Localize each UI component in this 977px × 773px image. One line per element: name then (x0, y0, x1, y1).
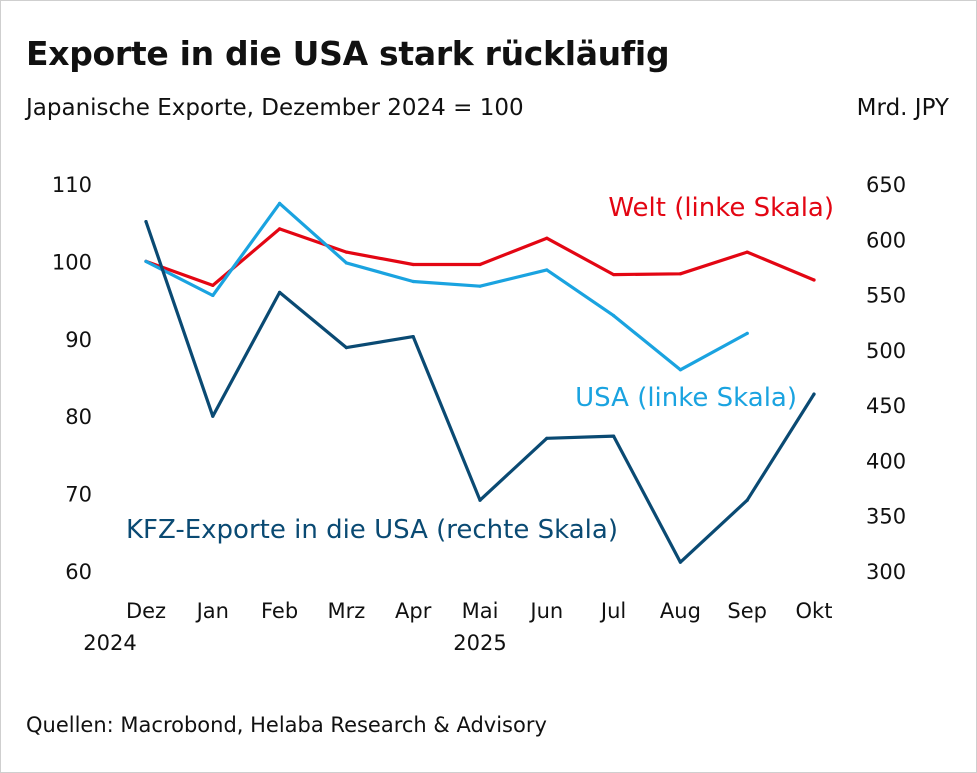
series-1-point-mrz (344, 250, 348, 254)
x-tick-label-aug: Aug (660, 599, 701, 623)
series-2-point-aug (678, 368, 683, 372)
chart-subtitle: Japanische Exporte, Dezember 2024 = 100 (26, 95, 524, 121)
right-tick-label-300: 300 (866, 560, 906, 584)
series-1-point-sep (745, 250, 749, 254)
x-tick-label-mai: Mai (462, 599, 499, 623)
left-tick-label-80: 80 (65, 405, 92, 429)
series-2-point-jul (612, 313, 616, 318)
x-tick-label-okt: Okt (796, 599, 833, 623)
left-tick-label-90: 90 (65, 328, 92, 352)
series-3-point-sep (745, 498, 749, 502)
series-2-point-mrz (344, 261, 348, 265)
series-3-point-apr (411, 334, 415, 339)
series-2-line (144, 201, 749, 372)
series-2-point-sep (745, 331, 749, 335)
chart-title: Exporte in die USA stark rückläufig (26, 34, 670, 73)
right-tick-label-550: 550 (866, 284, 906, 308)
series-1-point-okt (812, 278, 816, 282)
left-tick-label-60: 60 (65, 560, 92, 584)
right-tick-label-450: 450 (866, 394, 906, 418)
series-3-point-aug (678, 560, 683, 564)
series-1-point-jul (612, 272, 616, 277)
series-1-point-mai (478, 262, 482, 267)
x-year-label-2024: 2024 (83, 631, 136, 655)
x-tick-label-feb: Feb (261, 599, 298, 623)
series-1-label: Welt (linke Skala) (608, 193, 834, 223)
series-1-point-jan (211, 283, 215, 287)
x-tick-label-sep: Sep (727, 599, 767, 623)
x-tick-label-mrz: Mrz (328, 599, 366, 623)
series-2-point-dez (144, 259, 148, 263)
series-1-point-jun (545, 236, 549, 240)
series-3-point-jul (612, 434, 616, 438)
x-tick-label-jun: Jun (528, 599, 563, 623)
x-tick-label-apr: Apr (395, 599, 432, 623)
right-tick-label-650: 650 (866, 173, 906, 197)
series-2-point-feb (278, 201, 282, 205)
series-3-label: KFZ-Exporte in die USA (rechte Skala) (126, 515, 618, 545)
series-3-point-dez (144, 219, 148, 224)
right-tick-label-350: 350 (866, 505, 906, 529)
series-2-point-jan (211, 293, 215, 298)
right-tick-label-600: 600 (866, 228, 906, 252)
series-1-point-aug (678, 272, 683, 276)
source-note: Quellen: Macrobond, Helaba Research & Ad… (26, 713, 547, 737)
series-3-point-mrz (344, 346, 348, 350)
left-tick-label-70: 70 (65, 483, 92, 507)
series-1-point-apr (411, 262, 415, 267)
right-tick-label-400: 400 (866, 449, 906, 473)
series-2-point-jun (545, 268, 549, 272)
series-2-point-mai (478, 284, 482, 288)
series-3-point-jun (545, 436, 549, 440)
left-tick-label-100: 100 (52, 250, 92, 274)
series-1-point-feb (278, 227, 282, 231)
x-tick-label-jul: Jul (599, 599, 626, 623)
series-3-point-mai (478, 498, 482, 502)
series-1-line (144, 227, 816, 287)
right-axis-unit: Mrd. JPY (856, 95, 949, 121)
series-2-label: USA (linke Skala) (575, 383, 797, 413)
series-3-point-okt (812, 392, 816, 396)
series-3-point-feb (278, 290, 282, 294)
x-tick-label-dez: Dez (126, 599, 166, 623)
series-2-point-apr (411, 279, 415, 284)
x-year-label-2025: 2025 (453, 631, 506, 655)
left-tick-label-110: 110 (52, 173, 92, 197)
x-tick-label-jan: Jan (195, 599, 229, 623)
right-tick-label-500: 500 (866, 339, 906, 363)
series-3-point-jan (211, 414, 215, 418)
